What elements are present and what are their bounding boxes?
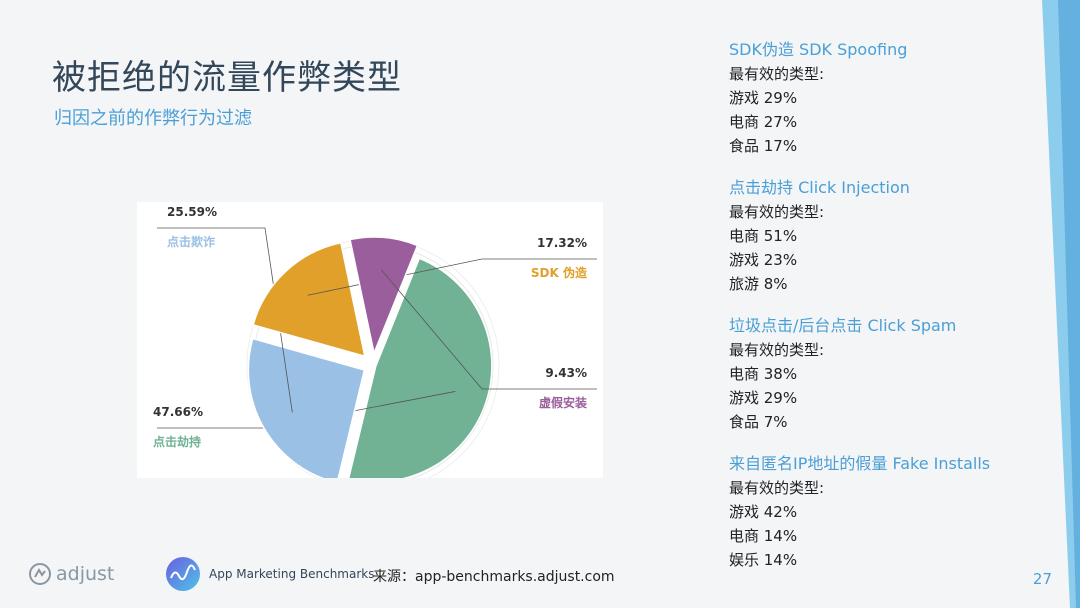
- adjust-logo: adjust: [28, 562, 114, 586]
- adjust-logo-icon: [29, 563, 51, 585]
- fraud-section: 垃圾点击/后台点击 Click Spam 最有效的类型: 电商 38% 游戏 29% 食…: [729, 314, 1029, 434]
- section-item: 旅游 8%: [729, 275, 788, 293]
- section-item: 电商 38%: [729, 365, 798, 383]
- pie-leader-line: [157, 227, 293, 413]
- section-item: 电商 27%: [729, 113, 798, 131]
- section-heading: 来自匿名IP地址的假量 Fake Installs: [729, 454, 991, 473]
- pie-value-label: 25.59%: [167, 205, 217, 219]
- page-title: 被拒绝的流量作弊类型: [52, 58, 402, 98]
- pie-category-label: 点击劫持: [153, 434, 201, 449]
- section-item: 电商 14%: [729, 527, 798, 545]
- section-intro: 最有效的类型:: [729, 479, 825, 497]
- section-item: 游戏 29%: [729, 89, 798, 107]
- section-item: 食品 17%: [729, 137, 798, 155]
- benchmarks-logo-icon: [166, 557, 200, 591]
- fraud-section: 来自匿名IP地址的假量 Fake Installs 最有效的类型: 游戏 42% 电商…: [729, 452, 1029, 572]
- page-number: 27: [1032, 570, 1052, 588]
- section-heading: SDK伪造 SDK Spoofing: [729, 40, 908, 59]
- section-intro: 最有效的类型:: [729, 341, 825, 359]
- section-item: 游戏 23%: [729, 251, 798, 269]
- source-citation: 来源：app-benchmarks.adjust.com: [373, 569, 615, 585]
- section-item: 食品 7%: [729, 413, 788, 431]
- section-heading: 垃圾点击/后台点击 Click Spam: [729, 316, 957, 335]
- pie-slice: [349, 236, 419, 356]
- pie-value-label: 9.43%: [545, 366, 587, 380]
- section-item: 娱乐 14%: [729, 551, 798, 569]
- pie-value-label: 47.66%: [153, 405, 203, 419]
- pie-slice: [247, 337, 366, 478]
- pie-chart: 47.66% 点击劫持 25.59% 点击欺诈 17.32% SDK 伪造 9.43% 虚假安…: [153, 205, 597, 478]
- benchmarks-logo-text: App Marketing Benchmarks: [209, 567, 375, 581]
- pie-chart-panel: 47.66% 点击劫持 25.59% 点击欺诈 17.32% SDK 伪造 9.43% 虚假安…: [137, 202, 603, 478]
- pie-slice: [252, 241, 366, 358]
- fraud-section: SDK伪造 SDK Spoofing 最有效的类型: 游戏 29% 电商 27% 食品 …: [729, 38, 1029, 158]
- section-item: 游戏 29%: [729, 389, 798, 407]
- benchmarks-logo: App Marketing Benchmarks: [165, 556, 374, 592]
- pie-category-label: 虚假安装: [539, 395, 587, 410]
- fraud-type-list: SDK伪造 SDK Spoofing 最有效的类型: 游戏 29% 电商 27% 食品 …: [729, 38, 1029, 590]
- slide-accent-stripe: [1042, 0, 1080, 608]
- adjust-logo-text: adjust: [56, 563, 115, 585]
- section-item: 游戏 42%: [729, 503, 798, 521]
- fraud-section: 点击劫持 Click Injection 最有效的类型: 电商 51% 游戏 23% 旅…: [729, 176, 1029, 296]
- pie-leader-line: [381, 269, 597, 390]
- pie-slice: [348, 257, 493, 478]
- page-subtitle: 归因之前的作弊行为过滤: [54, 108, 252, 129]
- section-item: 电商 51%: [729, 227, 798, 245]
- section-intro: 最有效的类型:: [729, 65, 825, 83]
- section-heading: 点击劫持 Click Injection: [729, 178, 910, 197]
- section-intro: 最有效的类型:: [729, 203, 825, 221]
- pie-category-label: SDK 伪造: [531, 265, 588, 280]
- pie-category-label: 点击欺诈: [167, 234, 215, 249]
- pie-value-label: 17.32%: [537, 236, 587, 250]
